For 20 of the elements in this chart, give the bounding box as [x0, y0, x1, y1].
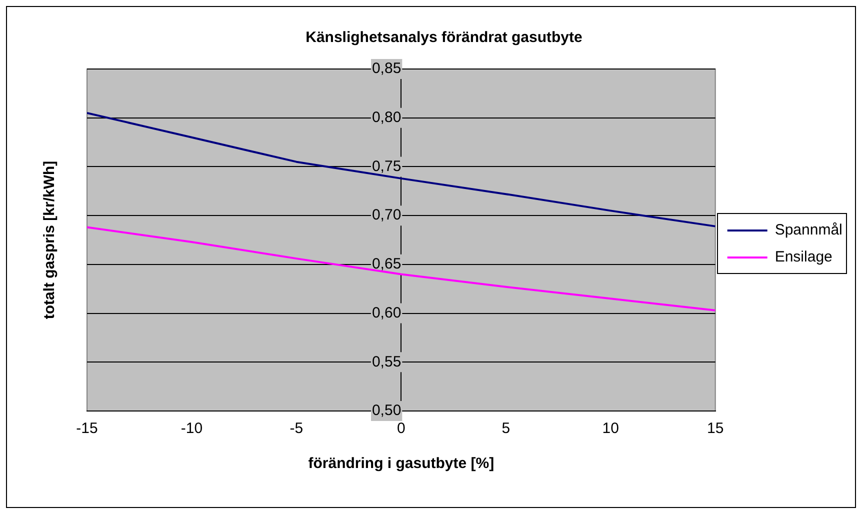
- x-tick-label: -10: [180, 420, 203, 438]
- y-tick-label: 0,55: [372, 353, 402, 370]
- y-tick-label: 0,85: [372, 60, 402, 78]
- y-tick-label: 0,65: [372, 256, 402, 273]
- legend-label: Ensilage: [774, 248, 832, 266]
- x-tick-label: 10: [602, 420, 619, 438]
- y-tick-label: 0,70: [372, 206, 402, 224]
- y-tick-label: 0,80: [372, 109, 402, 126]
- y-tick-label: 0,50: [372, 402, 402, 420]
- x-tick-label: -5: [290, 420, 304, 438]
- x-tick-label: -15: [76, 420, 98, 438]
- y-tick-label: 0,75: [372, 158, 402, 175]
- y-axis-title: totalt gaspris [kr/kWh]: [41, 160, 58, 320]
- x-tick-label: 0: [396, 420, 406, 438]
- x-tick-label: 5: [502, 420, 510, 438]
- y-tick-label: 0,60: [372, 304, 402, 322]
- x-tick-label: 15: [706, 420, 724, 438]
- x-axis-title: förändring i gasutbyte [%]: [308, 455, 494, 472]
- legend-label: Spannmål: [774, 222, 842, 239]
- chart-title: Känslighetsanalys förändrat gasutbyte: [306, 29, 582, 46]
